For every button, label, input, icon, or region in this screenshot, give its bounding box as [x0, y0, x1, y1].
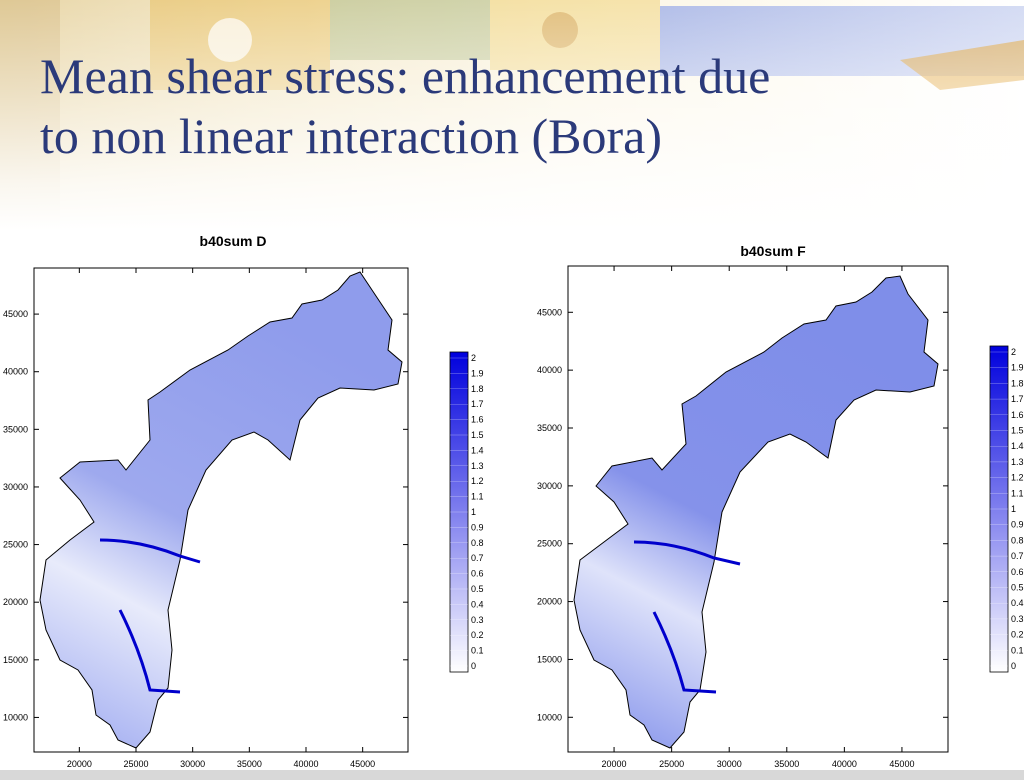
chart-d-colorbar-label: 0.5 — [471, 584, 484, 594]
chart-f-colorbar-label: 1.6 — [1011, 410, 1024, 420]
chart-f-y-tick-label: 25000 — [537, 539, 562, 549]
chart-f-colorbar-label: 1.7 — [1011, 394, 1024, 404]
chart-d-colorbar-label: 2 — [471, 353, 476, 363]
chart-d-x-tick-label: 30000 — [180, 759, 205, 769]
chart-d-colorbar-label: 0.8 — [471, 538, 484, 548]
chart-f-x-tick-label: 45000 — [889, 759, 914, 769]
chart-f-colorbar-label: 1.3 — [1011, 457, 1024, 467]
chart-f-colorbar-label: 1.9 — [1011, 363, 1024, 373]
chart-d-y-tick-label: 35000 — [3, 424, 28, 434]
chart-d-y-tick-label: 20000 — [3, 597, 28, 607]
chart-f-colorbar-labels: 2 1.9 1.8 1.7 1.6 1.5 1.4 1.3 1.2 1.1 1 0.9 0.8 0.7 0.… — [990, 347, 1024, 671]
chart-d-x-tick-labels: 20000 25000 30000 35000 40000 45000 — [67, 759, 375, 769]
chart-d-colorbar-label: 1.8 — [471, 384, 484, 394]
chart-d-colorbar-label: 0 — [471, 661, 476, 671]
chart-f-x-tick-label: 30000 — [717, 759, 742, 769]
chart-d-x-tick-label: 35000 — [237, 759, 262, 769]
chart-d-channel-north — [99, 538, 201, 564]
chart-d-x-tick-label: 40000 — [293, 759, 318, 769]
chart-f-colorbar-label: 0.4 — [1011, 598, 1024, 608]
chart-d-colorbar-label: 0.2 — [471, 630, 484, 640]
chart-d-x-tick-label: 20000 — [67, 759, 92, 769]
chart-d-y-tick-label: 40000 — [3, 367, 28, 377]
chart-f-x-tick-label: 40000 — [832, 759, 857, 769]
chart-f-channel-south — [652, 611, 717, 694]
chart-d-colorbar-label: 0.9 — [471, 522, 484, 532]
chart-f-y-tick-label: 35000 — [537, 423, 562, 433]
chart-f-y-tick-label: 20000 — [537, 597, 562, 607]
chart-f-colorbar-label: 0.1 — [1011, 645, 1024, 655]
chart-d-x-tick-label: 45000 — [350, 759, 375, 769]
chart-d-title: b40sum D — [200, 233, 267, 249]
chart-f: b40sum F 20000 25000 30000 35000 40000 45000 … — [537, 243, 1024, 769]
chart-d-colorbar-label: 1.3 — [471, 461, 484, 471]
decorative-banner — [0, 0, 1024, 230]
chart-f-y-tick-label: 30000 — [537, 481, 562, 491]
chart-f-colorbar-label: 0.6 — [1011, 567, 1024, 577]
chart-d-y-tick-label: 15000 — [3, 655, 28, 665]
chart-f-channel-north — [633, 540, 741, 566]
chart-d-colorbar-label: 1 — [471, 507, 476, 517]
chart-f-x-tick-labels: 20000 25000 30000 35000 40000 45000 — [602, 759, 915, 769]
chart-d: b40sum D 20000 25000 30000 35000 40000 45000 … — [3, 233, 484, 769]
chart-f-colorbar-label: 0.2 — [1011, 630, 1024, 640]
chart-f-colorbar-label: 0.7 — [1011, 551, 1024, 561]
chart-f-colorbar-label: 0.5 — [1011, 583, 1024, 593]
chart-d-y-tick-label: 30000 — [3, 482, 28, 492]
chart-f-colorbar-label: 1.4 — [1011, 441, 1024, 451]
chart-f-x-tick-label: 35000 — [774, 759, 799, 769]
chart-f-x-tick-label: 25000 — [659, 759, 684, 769]
slide-title-line-1: Mean shear stress: enhancement due — [40, 48, 771, 104]
chart-d-colorbar-label: 0.3 — [471, 615, 484, 625]
chart-f-y-tick-labels: 10000 15000 20000 25000 30000 35000 40000 45000 — [537, 307, 562, 722]
chart-d-colorbar-label: 1.1 — [471, 492, 484, 502]
chart-d-colorbar-label: 0.1 — [471, 646, 484, 656]
chart-d-colorbar-label: 1.4 — [471, 445, 484, 455]
chart-d-y-tick-label: 45000 — [3, 309, 28, 319]
banner-artwork — [0, 0, 1024, 230]
chart-d-colorbar-labels: 2 1.9 1.8 1.7 1.6 1.5 1.4 1.3 1.2 1.1 1 0.9 0.8 0.7 0.… — [450, 353, 484, 671]
chart-f-colorbar-label: 0.8 — [1011, 535, 1024, 545]
chart-f-lagoon-shape — [573, 275, 939, 749]
chart-d-colorbar-label: 0.6 — [471, 569, 484, 579]
chart-f-colorbar-label: 1.2 — [1011, 473, 1024, 483]
chart-f-colorbar-label: 1.1 — [1011, 488, 1024, 498]
chart-f-colorbar-label: 0.9 — [1011, 520, 1024, 530]
chart-d-y-tick-label: 10000 — [3, 712, 28, 722]
chart-d-colorbar-label: 0.4 — [471, 599, 484, 609]
chart-f-title: b40sum F — [740, 243, 806, 259]
chart-f-y-tick-label: 15000 — [537, 654, 562, 664]
chart-f-x-tick-label: 20000 — [602, 759, 627, 769]
chart-d-colorbar-label: 1.2 — [471, 476, 484, 486]
chart-f-colorbar-label: 1 — [1011, 504, 1016, 514]
bottom-strip — [0, 770, 1024, 780]
chart-d-x-tick-label: 25000 — [123, 759, 148, 769]
chart-f-colorbar-label: 0.3 — [1011, 614, 1024, 624]
chart-f-y-tick-label: 10000 — [537, 712, 562, 722]
slide-title-line-2: to non linear interaction (Bora) — [40, 108, 662, 164]
chart-d-colorbar-label: 0.7 — [471, 553, 484, 563]
chart-d-colorbar-label: 1.7 — [471, 399, 484, 409]
chart-d-channel-south — [118, 609, 181, 694]
chart-d-colorbar-label: 1.5 — [471, 430, 484, 440]
chart-f-colorbar-label: 0 — [1011, 661, 1016, 671]
chart-f-y-tick-label: 45000 — [537, 307, 562, 317]
chart-f-colorbar-label: 1.5 — [1011, 426, 1024, 436]
chart-f-colorbar-label: 2 — [1011, 347, 1016, 357]
slide-title: Mean shear stress: enhancement due to no… — [40, 46, 1000, 166]
chart-d-colorbar-label: 1.6 — [471, 415, 484, 425]
chart-d-colorbar-label: 1.9 — [471, 368, 484, 378]
chart-d-y-tick-labels: 10000 15000 20000 25000 30000 35000 40000 45000 — [3, 309, 28, 722]
chart-d-y-tick-label: 25000 — [3, 540, 28, 550]
chart-f-colorbar-label: 1.8 — [1011, 378, 1024, 388]
chart-f-y-tick-label: 40000 — [537, 365, 562, 375]
